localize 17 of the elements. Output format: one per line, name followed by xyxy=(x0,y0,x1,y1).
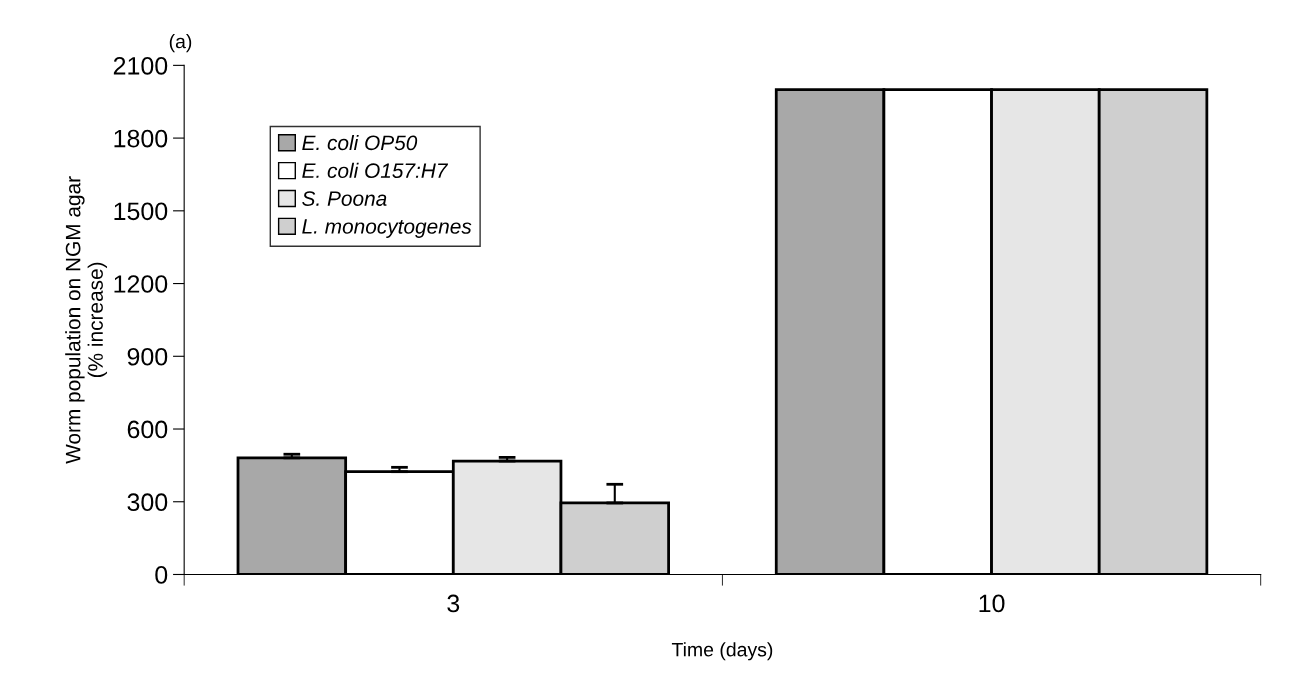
legend-label: E. coli OP50 xyxy=(302,134,418,151)
y-tick-label: 1800 xyxy=(114,129,168,148)
legend-label: L. monocytogenes xyxy=(302,219,472,238)
y-tick-label: 900 xyxy=(127,347,168,366)
legend-label: S. Poona xyxy=(302,191,387,206)
y-axis-title: Worm population on NGM agar (% increase) xyxy=(65,176,108,464)
y-tick-label: 0 xyxy=(155,566,168,584)
y-tick-label: 300 xyxy=(127,493,168,512)
chart-title: (a) xyxy=(169,34,192,53)
x-axis-title: Time (days) xyxy=(671,642,773,661)
y-tick-label: 1500 xyxy=(114,202,168,221)
y-tick-label: 2100 xyxy=(113,56,168,75)
y-tick-label: 1200 xyxy=(114,275,168,293)
y-tick-label: 600 xyxy=(127,420,168,439)
x-tick-label: 3 xyxy=(447,594,460,613)
x-tick-label: 10 xyxy=(979,594,1005,613)
legend-label: E. coli O157:H7 xyxy=(302,162,449,179)
